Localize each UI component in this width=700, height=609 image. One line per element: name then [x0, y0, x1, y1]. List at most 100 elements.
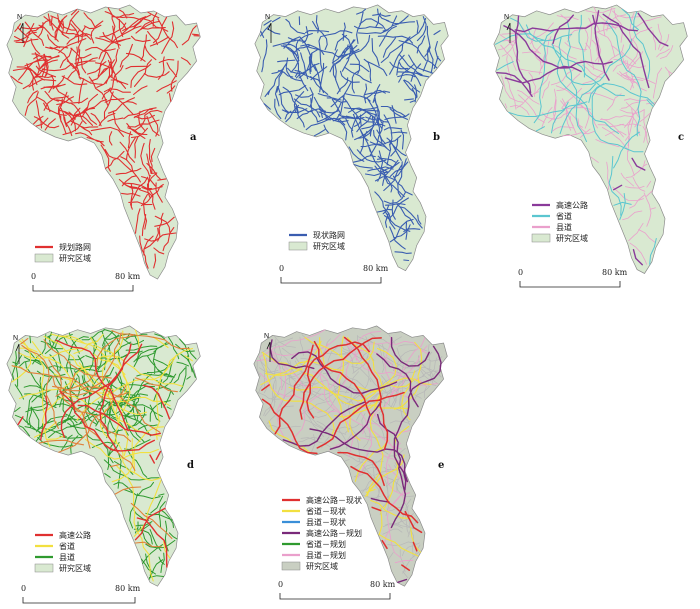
- scale-end: 80 km: [115, 272, 141, 281]
- north-arrow-icon: [267, 22, 272, 43]
- road-network: [495, 6, 674, 266]
- panel-letter: c: [678, 132, 684, 143]
- scale-end: 80 km: [602, 268, 628, 277]
- north-arrow-icon: [15, 343, 20, 364]
- scale-bar-line: [519, 281, 621, 288]
- scale-bar-line: [32, 285, 134, 292]
- road-layer: [11, 330, 190, 548]
- legend-item: 省道: [532, 211, 572, 221]
- road-network: [11, 328, 197, 582]
- scale-bar: 0 80 km: [278, 580, 396, 600]
- legend-patch-swatch: [531, 233, 551, 243]
- panel-letter: a: [190, 132, 197, 143]
- legend-label: 省道: [556, 211, 572, 221]
- legend-label: 规划路网: [59, 242, 91, 252]
- north-arrow-icon: [506, 22, 511, 43]
- legend-item: 县道: [532, 222, 572, 232]
- scale-zero: 0: [279, 264, 284, 273]
- scale-end: 80 km: [363, 264, 389, 273]
- scale-bar: 0 80 km: [279, 264, 389, 284]
- legend-item: 规划路网: [35, 242, 91, 252]
- legend-item: 研究区域: [281, 561, 338, 571]
- legend-item: 研究区域: [34, 253, 91, 263]
- north-arrow-icon: [19, 22, 24, 43]
- scale-end: 80 km: [115, 584, 141, 593]
- north-arrow: N: [265, 14, 272, 43]
- road-network: [10, 7, 200, 269]
- legend-item: 高速公路: [532, 200, 588, 210]
- legend-label: 研究区域: [556, 233, 588, 243]
- north-arrow: N: [504, 14, 511, 43]
- legend-item: 现状路网: [289, 230, 345, 240]
- scale-zero: 0: [278, 580, 283, 589]
- panel-letter: e: [438, 460, 444, 471]
- north-arrow: N: [264, 333, 271, 362]
- north-label: N: [17, 14, 22, 21]
- panel-e: N e 高速公路－现状省道－现状县道－现状高速公路－规划省道－规划县道－规划研究…: [253, 325, 448, 600]
- legend-patch-swatch: [281, 561, 301, 571]
- scale-zero: 0: [21, 584, 26, 593]
- north-arrow: N: [13, 335, 20, 364]
- north-arrow-icon: [266, 341, 271, 362]
- legend-item: 高速公路: [35, 530, 91, 540]
- legend-item: 高速公路－现状: [282, 495, 362, 505]
- north-arrow: N: [17, 14, 24, 43]
- legend-label: 高速公路－现状: [306, 495, 362, 505]
- north-label: N: [264, 333, 269, 340]
- scale-zero: 0: [518, 268, 523, 277]
- road-network: [256, 329, 443, 583]
- legend-label: 省道－现状: [306, 506, 346, 516]
- legend-patch-swatch: [34, 563, 54, 573]
- legend-item: 县道－现状: [282, 517, 346, 527]
- road-layer: [259, 8, 442, 262]
- legend-label: 县道－现状: [306, 517, 346, 527]
- road-layer: [498, 6, 674, 265]
- north-label: N: [504, 14, 509, 21]
- panel-letter: d: [187, 460, 194, 471]
- scale-bar: 0 80 km: [21, 584, 141, 604]
- legend-label: 县道: [556, 222, 572, 232]
- road-layer: [261, 336, 423, 571]
- scale-bar-line: [279, 593, 391, 600]
- legend-item: 研究区域: [34, 563, 91, 573]
- scale-zero: 0: [31, 272, 36, 281]
- legend-label: 县道－规划: [306, 550, 346, 560]
- legend-item: 研究区域: [531, 233, 588, 243]
- legend-item: 研究区域: [288, 241, 345, 251]
- panel-letter: b: [433, 132, 440, 143]
- legend-label: 县道: [59, 552, 75, 562]
- legend-label: 研究区域: [313, 241, 345, 251]
- road-layer: [10, 7, 200, 269]
- scale-bar-line: [280, 277, 382, 284]
- north-label: N: [265, 14, 270, 21]
- legend-patch-swatch: [34, 253, 54, 263]
- scale-bar-line: [22, 597, 136, 604]
- north-label: N: [13, 335, 18, 342]
- legend-label: 高速公路: [59, 530, 91, 540]
- legend-label: 现状路网: [313, 230, 345, 240]
- legend-item: 省道－现状: [282, 506, 346, 516]
- legend-patch-swatch: [288, 241, 308, 251]
- legend-label: 研究区域: [59, 563, 91, 573]
- road-layer: [17, 339, 171, 568]
- road-layer: [495, 8, 657, 265]
- legend-label: 高速公路－规划: [306, 528, 362, 538]
- legend-item: 县道－规划: [282, 550, 346, 560]
- legend-item: 高速公路－规划: [282, 528, 362, 538]
- legend-item: 县道: [35, 552, 75, 562]
- legend-label: 省道－规划: [306, 539, 346, 549]
- scale-end: 80 km: [370, 580, 396, 589]
- legend-item: 省道－规划: [282, 539, 346, 549]
- legend-label: 高速公路: [556, 200, 588, 210]
- scale-bar: 0 80 km: [31, 272, 141, 292]
